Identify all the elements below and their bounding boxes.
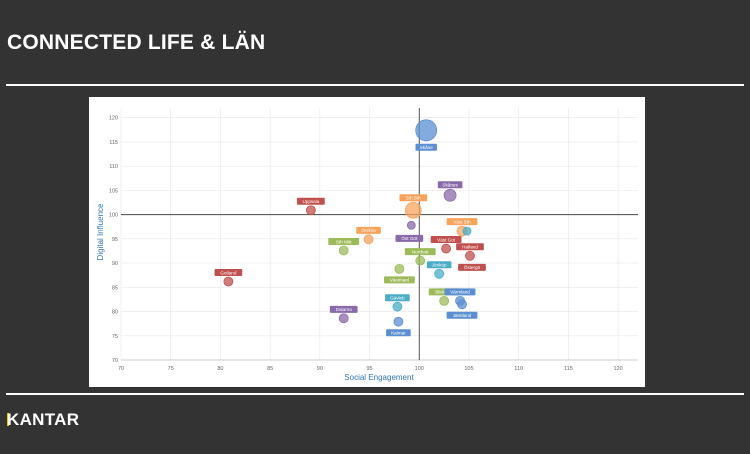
bubble-label: Gävleb [390,295,405,300]
bubble-label: Halland [462,245,478,250]
bubble-label-box [385,294,410,302]
bubble-label-box [426,261,452,269]
y-axis-title: Digital Influence [96,203,105,260]
bubble-label-box [415,143,437,151]
bubble-label: Väst Got [437,237,456,242]
bottom-divider [6,393,744,395]
reference-lines [121,108,638,360]
x-tick-label: 110 [514,366,523,372]
y-tick-label: 75 [112,334,118,340]
bubble-label: Östergö [464,264,481,270]
bubble-point [434,268,445,279]
bubble-label: Jämtland [453,313,472,318]
bubble-label: Blekinge [435,290,453,295]
bubble-label: Uppsala [302,199,319,204]
bubble-point [305,205,316,216]
bubble-label: Värmland [450,290,470,295]
tick-labels: 70 75 80 85 90 95 100 105 110 115 120 70 75 80 85 90 95 1… [109,116,623,372]
bubble-point [223,276,234,287]
x-tick-label: 70 [118,366,124,372]
bubble-point [404,201,422,219]
bubble-label-box [386,329,411,337]
y-tick-label: 120 [109,116,118,122]
bubble-label: Norrbott [412,249,429,254]
bubble-label-box [329,305,358,313]
bubble-label-box [404,248,436,256]
brand-logo: KANTAR [7,410,80,429]
bubble-label: Dalarna [336,307,353,312]
brand-accent-mark [7,413,9,426]
y-tick-label: 115 [109,140,118,146]
bubble-label-box [444,288,476,296]
bubble-label-box [458,263,486,271]
bubble-point [415,119,438,142]
x-tick-label: 90 [317,366,323,372]
bubble-label-box [328,237,360,245]
slide-title: CONNECTED LIFE & LÄN [7,31,266,54]
bubble-label-box [446,218,478,226]
bubble-label: Jönköp [432,263,447,268]
bubble-point [338,313,349,324]
bubble-label: Väst Sth [453,219,471,224]
grid-lines [120,108,638,361]
bubble-point [443,188,457,202]
y-tick-label: 90 [112,261,118,267]
chart-panel: Skåne Skånes Sth Sth Uppsala Väst Sth Örebro Ö… [89,97,645,387]
bubble-label: Sth Sth [406,196,422,201]
x-tick-label: 100 [415,366,424,372]
bubble-label: Örebro [361,227,376,233]
y-tick-label: 85 [112,285,118,291]
x-tick-label: 120 [614,366,623,372]
bubble-point [406,220,416,230]
bubble-label-box [430,236,462,244]
bubble-point [363,234,374,245]
x-tick-label: 80 [217,366,223,372]
bubble-label-box [395,234,424,242]
bubble-label: Sth Mitt [336,239,352,244]
bubble-point [465,250,475,261]
bubble-labels: Skåne Skånes Sth Sth Uppsala Väst Sth Örebro Ö… [214,143,486,337]
bubble-label-box [437,181,463,189]
bubble-point [439,295,450,306]
bubble-point [394,263,405,274]
bubble-point [338,245,349,256]
bubble-label: Gotland [220,270,237,275]
x-axis-title: Social Engagement [344,373,414,382]
bubble-label: Öst Göt [401,235,418,241]
bubble-label-box [446,311,478,319]
bubble-label: Västmanl [390,278,409,283]
bubble-label: Skåne [420,144,433,150]
bubble-point [392,301,403,312]
x-tick-label: 95 [366,366,372,372]
bubble-point [441,243,452,254]
bubble-label-box [383,276,415,284]
x-tick-label: 115 [564,366,573,372]
bubble-label-box [456,243,484,251]
y-tick-label: 95 [112,237,118,243]
bubble-point [415,255,426,266]
bubble-chart: Skåne Skånes Sth Sth Uppsala Väst Sth Örebro Ö… [96,108,638,382]
y-tick-label: 110 [109,164,118,170]
y-tick-label: 105 [109,188,118,194]
bubble-point [462,226,472,236]
bubble-label-box [297,197,325,205]
x-tick-label: 85 [267,366,273,372]
x-tick-label: 75 [168,366,174,372]
bubble-point [457,299,467,310]
bubble-label: Skånes [442,182,458,188]
bubble-point [393,316,404,327]
bubble-label-box [399,194,428,202]
bubbles [223,119,475,327]
y-tick-label: 70 [112,358,118,364]
x-tick-label: 105 [464,366,473,372]
y-tick-label: 80 [112,310,118,316]
bubble-label-box [356,226,381,234]
y-tick-label: 100 [109,213,118,219]
bubble-label-box [214,268,243,276]
bubble-label: Kalmar [391,331,406,336]
top-divider [6,84,744,86]
